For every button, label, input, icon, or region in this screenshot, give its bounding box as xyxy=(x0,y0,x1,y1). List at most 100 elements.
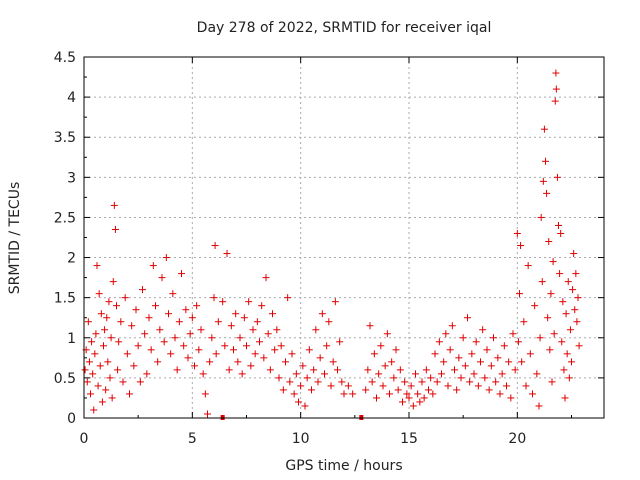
data-point xyxy=(204,410,211,418)
data-point xyxy=(238,370,246,378)
data-point xyxy=(539,177,547,185)
data-point xyxy=(568,358,575,366)
data-point xyxy=(366,322,374,330)
grid xyxy=(84,56,604,419)
data-point xyxy=(418,378,426,386)
data-point xyxy=(230,346,237,354)
data-point xyxy=(403,390,411,398)
data-point xyxy=(193,302,201,310)
data-point xyxy=(321,370,328,378)
data-point xyxy=(89,370,97,378)
data-point xyxy=(87,390,94,398)
data-point xyxy=(483,346,491,354)
data-point xyxy=(90,406,98,414)
data-point xyxy=(370,350,378,358)
data-point xyxy=(279,386,287,394)
data-point xyxy=(349,390,357,398)
data-point xyxy=(115,338,123,346)
data-point xyxy=(383,330,391,338)
data-point xyxy=(340,390,348,398)
data-point xyxy=(165,310,172,318)
y-axis-label: SRMTID / TECUs xyxy=(7,182,23,295)
data-point xyxy=(500,342,508,350)
y-tick-label: 1 xyxy=(67,331,76,347)
data-point xyxy=(516,290,523,298)
data-point xyxy=(214,318,222,326)
data-point xyxy=(81,366,89,374)
data-point xyxy=(464,314,471,322)
data-point xyxy=(409,402,417,410)
data-point xyxy=(435,338,443,346)
data-point xyxy=(318,310,326,318)
data-point xyxy=(570,250,578,258)
data-point xyxy=(171,334,179,342)
data-point xyxy=(487,362,495,370)
data-point xyxy=(236,334,244,342)
x-axis-label: GPS time / hours xyxy=(285,458,402,474)
data-point xyxy=(245,298,253,306)
data-point xyxy=(83,378,91,386)
data-point xyxy=(184,354,192,362)
data-point xyxy=(201,390,209,398)
data-point xyxy=(531,302,539,310)
data-point xyxy=(442,330,450,338)
data-point xyxy=(572,270,580,278)
data-point xyxy=(564,278,572,286)
x-tick-label: 10 xyxy=(292,431,310,447)
data-point xyxy=(271,346,279,354)
data-point xyxy=(105,298,113,306)
data-point xyxy=(329,358,337,366)
data-point xyxy=(468,350,476,358)
data-point xyxy=(474,382,482,390)
data-point xyxy=(208,334,216,342)
data-point xyxy=(377,342,385,350)
data-point xyxy=(162,254,170,262)
data-point xyxy=(225,366,233,374)
data-point xyxy=(368,378,376,386)
x-tick-label: 0 xyxy=(80,431,89,447)
data-point xyxy=(95,290,103,298)
data-point xyxy=(472,338,480,346)
data-point xyxy=(552,69,560,77)
data-point xyxy=(100,342,107,350)
chart-title: Day 278 of 2022, SRMTID for receiver iqa… xyxy=(197,20,492,36)
data-point xyxy=(466,378,474,386)
data-point xyxy=(264,330,272,338)
data-point xyxy=(394,386,402,394)
y-tick-label: 0.5 xyxy=(54,371,76,387)
data-point xyxy=(303,374,311,382)
y-tick-label: 3.5 xyxy=(54,130,76,146)
data-point xyxy=(160,338,168,346)
data-point xyxy=(292,370,300,378)
data-point xyxy=(93,262,101,270)
data-point xyxy=(91,350,99,358)
data-point xyxy=(141,330,149,338)
data-point xyxy=(299,362,307,370)
data-point xyxy=(128,322,136,330)
data-point xyxy=(338,378,346,386)
data-point xyxy=(334,366,341,374)
y-tick-label: 1.5 xyxy=(54,291,76,307)
plot-frame xyxy=(83,56,605,419)
data-point xyxy=(470,370,478,378)
data-point xyxy=(121,294,129,302)
data-point xyxy=(536,334,544,342)
data-point xyxy=(552,85,560,93)
data-point xyxy=(260,354,268,362)
data-point xyxy=(269,310,276,318)
data-point xyxy=(566,326,574,334)
data-point xyxy=(451,366,458,374)
data-point xyxy=(277,342,285,350)
data-point xyxy=(546,346,554,354)
data-point xyxy=(108,394,116,402)
data-point xyxy=(453,386,461,394)
data-point xyxy=(529,390,536,398)
data-point xyxy=(273,326,281,334)
data-point xyxy=(312,326,320,334)
data-point xyxy=(388,358,396,366)
data-point xyxy=(427,374,435,382)
data-point xyxy=(503,382,510,390)
data-point xyxy=(560,366,568,374)
data-point xyxy=(416,398,424,406)
data-point xyxy=(550,330,558,338)
